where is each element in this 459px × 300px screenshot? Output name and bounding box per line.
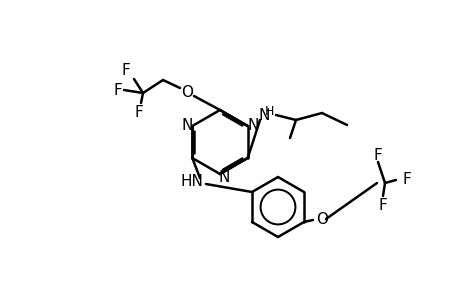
Text: N: N [246,118,258,133]
Text: F: F [121,62,130,77]
Text: H: H [264,104,273,118]
Text: F: F [402,172,410,188]
Text: O: O [315,212,327,226]
Text: N: N [218,169,229,184]
Text: F: F [113,82,122,98]
Text: F: F [373,148,381,163]
Text: N: N [181,118,193,133]
Text: N: N [258,107,269,122]
Text: F: F [378,197,386,212]
Text: F: F [134,104,143,119]
Text: O: O [180,85,193,100]
Text: HN: HN [180,175,203,190]
